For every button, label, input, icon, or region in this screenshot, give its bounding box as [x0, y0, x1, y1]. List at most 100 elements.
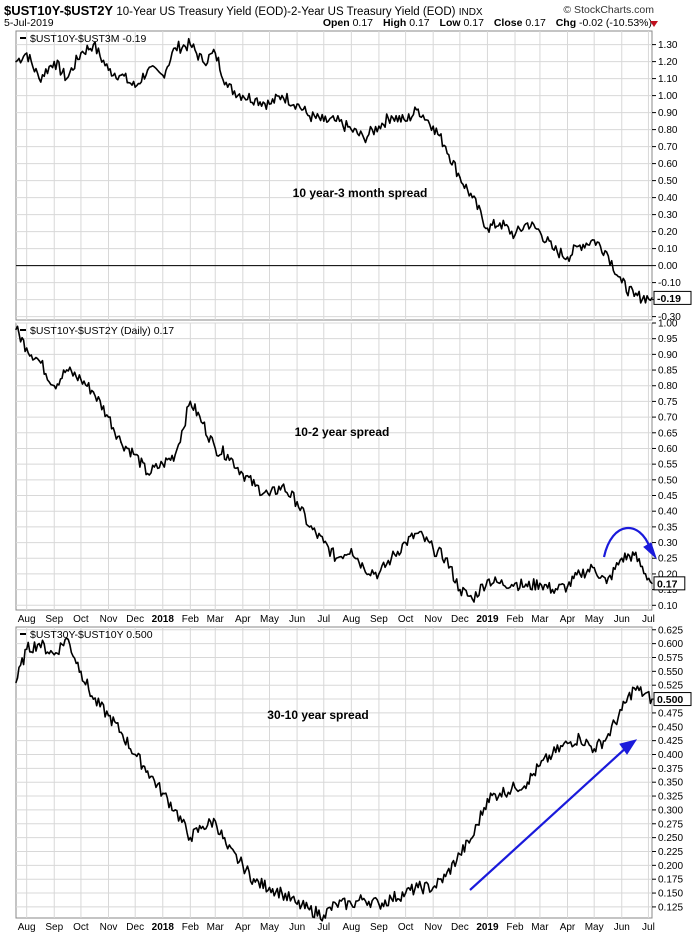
- x-tick-label: Oct: [73, 614, 89, 625]
- y-tick-label: 0.65: [658, 428, 678, 439]
- y-tick-label: 0.50: [658, 475, 678, 486]
- data-point: [268, 103, 271, 105]
- data-point: [162, 463, 164, 465]
- y-tick-label: 0.300: [658, 805, 683, 816]
- x-tick-label: May: [585, 922, 604, 933]
- data-point: [80, 378, 82, 381]
- high-value: 0.17: [409, 17, 430, 29]
- data-point: [120, 441, 122, 444]
- y-tick-label: 0.85: [658, 366, 678, 377]
- y-tick-label: 0.600: [658, 639, 683, 650]
- data-point: [417, 532, 419, 534]
- y-tick-label: 0.325: [658, 792, 683, 803]
- x-tick-label: Apr: [560, 922, 576, 933]
- open-label: Open: [322, 17, 350, 29]
- y-tick-label: 0.80: [658, 125, 678, 136]
- last-value-label: -0.19: [657, 293, 681, 305]
- data-point: [514, 582, 516, 585]
- data-point: [539, 230, 541, 233]
- data-point: [444, 875, 447, 878]
- y-tick-label: 0.10: [658, 244, 678, 255]
- symbol-description: 10-Year US Treasury Yield (EOD)-2-Year U…: [116, 6, 456, 18]
- high-label: High: [382, 17, 407, 29]
- y-tick-label: 1.00: [658, 91, 678, 102]
- y-tick-label: 0.350: [658, 778, 683, 789]
- x-tick-label: Oct: [73, 922, 89, 933]
- spread-annotation: 10-2 year spread: [295, 425, 390, 439]
- low-label: Low: [439, 17, 461, 29]
- data-point: [551, 753, 554, 756]
- y-tick-label: 0.55: [658, 460, 678, 471]
- y-tick-label: 0.550: [658, 667, 683, 678]
- data-point: [38, 359, 40, 362]
- data-point: [202, 825, 204, 828]
- data-point: [378, 903, 380, 905]
- data-point: [593, 748, 595, 750]
- data-point: [107, 714, 110, 717]
- x-tick-label: Dec: [451, 614, 469, 625]
- data-point: [25, 648, 28, 650]
- y-tick-label: -0.10: [658, 278, 681, 289]
- data-point: [335, 903, 338, 905]
- data-point: [363, 566, 365, 569]
- x-tick-label: Feb: [506, 614, 524, 625]
- y-tick-label: 0.375: [658, 764, 683, 775]
- down-arrow-icon: [650, 21, 658, 27]
- x-tick-label: 2018: [152, 614, 175, 625]
- y-tick-label: 0.70: [658, 142, 678, 153]
- data-point: [146, 770, 149, 772]
- data-point: [499, 792, 501, 795]
- data-point: [296, 501, 298, 503]
- x-tick-label: Apr: [235, 922, 251, 933]
- y-tick-label: 0.30: [658, 538, 678, 549]
- data-point: [323, 120, 325, 122]
- close-value: 0.17: [525, 17, 546, 29]
- data-point: [107, 69, 110, 71]
- data-point: [254, 485, 257, 487]
- data-point: [459, 588, 461, 591]
- y-tick-label: 0.400: [658, 750, 683, 761]
- y-tick-label: 0.95: [658, 334, 678, 345]
- data-point: [226, 847, 229, 850]
- panel-legend: $UST10Y-$UST3M -0.19: [30, 33, 146, 45]
- y-tick-label: -0.30: [658, 312, 681, 323]
- data-point: [605, 251, 608, 253]
- data-point: [404, 541, 407, 544]
- x-tick-label: May: [260, 922, 279, 933]
- data-point: [15, 681, 17, 684]
- chg-value: -0.02 (-10.53%): [579, 17, 652, 29]
- data-point: [214, 52, 217, 54]
- y-tick-label: 0.125: [658, 902, 683, 913]
- data-point: [281, 892, 283, 894]
- data-point: [390, 897, 393, 900]
- data-point: [526, 222, 529, 224]
- y-tick-label: 0.60: [658, 159, 678, 170]
- data-point: [633, 554, 635, 556]
- ohlc-readout: Open 0.17 High 0.17 Low 0.17 Close 0.17 …: [316, 17, 652, 29]
- data-point: [551, 247, 554, 250]
- data-point: [471, 836, 474, 839]
- y-tick-label: 0.20: [658, 227, 678, 238]
- data-point: [92, 391, 95, 393]
- last-value-flag: [653, 576, 686, 591]
- data-point: [605, 737, 608, 739]
- data-point: [404, 892, 407, 894]
- data-point: [459, 853, 461, 856]
- data-point: [53, 384, 55, 387]
- y-tick-label: 0.75: [658, 397, 678, 408]
- data-point: [281, 485, 283, 487]
- data-point: [65, 637, 68, 639]
- x-tick-label: Aug: [342, 614, 360, 625]
- data-point: [226, 86, 229, 88]
- panel-frame-1: [15, 30, 653, 321]
- x-tick-label: Jun: [614, 922, 630, 933]
- data-point: [242, 94, 244, 97]
- data-point: [120, 731, 122, 734]
- y-tick-label: 0.150: [658, 889, 683, 900]
- x-tick-label: Oct: [398, 614, 414, 625]
- y-tick-label: 0.200: [658, 861, 683, 872]
- y-tick-label: 0.275: [658, 819, 683, 830]
- x-tick-label: Jun: [614, 614, 630, 625]
- data-point: [254, 881, 257, 883]
- y-tick-label: 0.40: [658, 193, 678, 204]
